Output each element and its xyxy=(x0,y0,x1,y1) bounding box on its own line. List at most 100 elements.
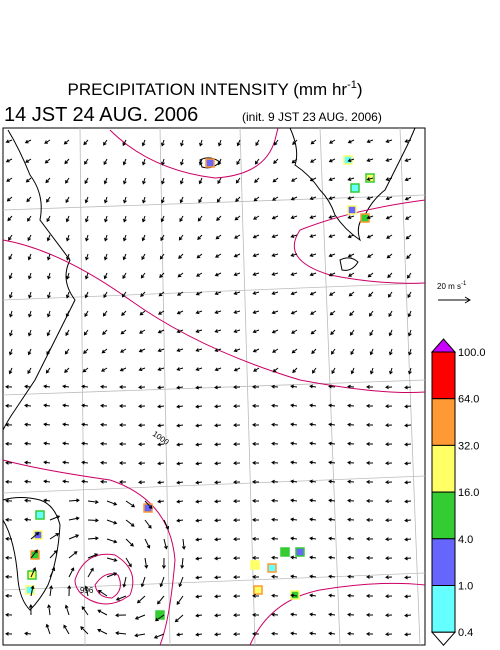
wind-arrow xyxy=(67,585,72,597)
wind-arrow xyxy=(121,291,127,298)
wind-arrow xyxy=(271,234,279,239)
wind-arrow xyxy=(176,423,184,428)
wind-arrow xyxy=(5,536,13,541)
wind-arrow xyxy=(5,612,13,617)
wind-arrow xyxy=(271,310,279,315)
wind-arrow xyxy=(122,253,127,261)
wind-arrow xyxy=(309,555,317,560)
wind-arrow xyxy=(233,404,241,409)
wind-arrow xyxy=(177,291,184,296)
wind-arrow xyxy=(138,442,146,447)
wind-arrow xyxy=(328,555,336,560)
wind-arrow xyxy=(161,177,165,185)
wind-arrow xyxy=(328,215,336,219)
wind-arrow xyxy=(24,479,32,484)
wind-arrow xyxy=(214,442,222,447)
wind-arrow xyxy=(311,367,317,374)
wind-arrow xyxy=(214,329,222,333)
wind-arrow xyxy=(30,549,38,559)
wind-arrow xyxy=(8,234,13,241)
wind-arrow xyxy=(309,612,317,617)
wind-arrow xyxy=(157,385,165,390)
wind-arrow xyxy=(347,177,355,181)
wind-arrow xyxy=(233,442,241,447)
wind-arrow xyxy=(309,422,317,427)
title-end: ) xyxy=(357,80,363,99)
wind-arrow xyxy=(176,310,184,315)
wind-arrow xyxy=(404,499,412,504)
wind-arrow xyxy=(46,196,51,203)
wind-arrow xyxy=(328,234,336,238)
wind-arrow xyxy=(62,460,70,465)
wind-arrow xyxy=(328,536,336,541)
wind-arrow xyxy=(369,367,374,375)
wind-arrow xyxy=(234,215,241,221)
wind-arrow xyxy=(62,422,70,427)
wind-arrow xyxy=(290,253,298,257)
wind-arrow xyxy=(198,177,203,185)
wind-arrow xyxy=(347,574,355,579)
wind-arrow xyxy=(195,291,203,296)
wind-arrow xyxy=(328,403,336,408)
colorbar-label: 1.0 xyxy=(458,581,473,593)
wind-arrow xyxy=(28,310,32,318)
wind-arrow xyxy=(349,329,355,336)
wind-arrow xyxy=(5,158,13,163)
wind-arrow xyxy=(119,423,127,427)
wind-arrow xyxy=(347,479,355,484)
wind-arrow xyxy=(138,461,146,466)
wind-arrow xyxy=(119,461,127,465)
wind-arrow xyxy=(45,177,51,184)
wind-arrow xyxy=(26,196,32,203)
wind-arrow xyxy=(404,139,412,143)
wind-arrow xyxy=(157,499,165,504)
wind-arrow xyxy=(141,234,146,242)
wind-arrow xyxy=(49,567,56,578)
wind-arrow xyxy=(140,291,146,298)
wind-arrow xyxy=(85,253,89,261)
wind-arrow xyxy=(233,499,241,504)
wind-arrow xyxy=(84,158,89,165)
wind-arrow xyxy=(385,575,393,580)
wind-arrow xyxy=(176,632,184,637)
wind-arrow xyxy=(292,139,298,146)
wind-arrow xyxy=(84,196,89,204)
wind-arrow xyxy=(64,158,70,165)
wind-arrow xyxy=(347,612,355,617)
wind-arrow xyxy=(159,576,165,588)
wind-arrow xyxy=(290,441,298,446)
wind-arrow xyxy=(309,403,317,408)
wind-arrow xyxy=(43,441,51,446)
wind-arrow xyxy=(233,423,241,428)
wind-arrow xyxy=(253,196,260,202)
wind-arrow xyxy=(328,574,336,579)
wind-arrow xyxy=(161,557,166,569)
wind-arrow xyxy=(233,310,241,314)
wind-arrow xyxy=(80,626,89,635)
wind-arrow xyxy=(214,461,222,466)
wind-arrow xyxy=(197,234,203,241)
coastline xyxy=(2,127,416,611)
wind-arrow xyxy=(385,215,393,220)
wind-arrow xyxy=(252,479,260,484)
wind-arrow xyxy=(214,594,222,599)
precip-cell xyxy=(350,183,360,193)
wind-arrow xyxy=(214,499,222,504)
wind-arrow xyxy=(103,139,108,146)
wind-arrow xyxy=(43,460,51,465)
wind-arrow xyxy=(115,595,127,601)
wind-arrow xyxy=(30,567,37,578)
wind-arrow xyxy=(271,291,279,295)
wind-arrow xyxy=(347,498,355,503)
wind-arrow xyxy=(27,215,32,222)
wind-arrow xyxy=(252,498,260,503)
wind-arrow xyxy=(179,196,184,204)
wind-arrow xyxy=(46,329,51,337)
wind-arrow xyxy=(8,291,13,299)
wind-arrow xyxy=(119,385,127,389)
wind-arrow xyxy=(176,348,184,352)
colorbar-band xyxy=(431,351,456,400)
precip-cell xyxy=(347,205,357,215)
wind-arrow xyxy=(252,272,260,276)
vector-legend-label: 20 m s-1 xyxy=(437,281,467,291)
